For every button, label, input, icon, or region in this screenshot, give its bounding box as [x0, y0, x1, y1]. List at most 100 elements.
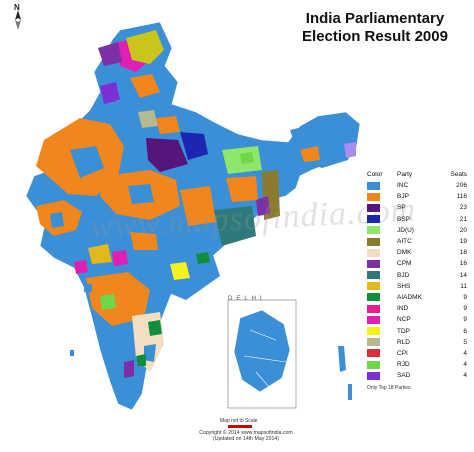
region-tn-inc [144, 344, 156, 362]
legend-seats: 19 [459, 238, 467, 246]
legend-party: IND [397, 305, 409, 313]
legend-seats: 9 [463, 293, 467, 301]
legend-row: RLD 5 [367, 337, 467, 348]
legend-seats: 6 [463, 327, 467, 335]
copyright-line-2: (Updated on 14th May 2014) [212, 436, 280, 442]
legend-swatch [367, 259, 380, 268]
region-himachal [130, 74, 160, 98]
compass-icon [15, 10, 21, 30]
legend-party: AIADMK [397, 293, 422, 301]
region-andhra-tdp [170, 262, 190, 280]
region-jk-purple [98, 42, 122, 66]
legend-note: Only Top 18 Parties. [367, 385, 412, 392]
legend-swatch [367, 304, 380, 313]
legend-party: BJP [397, 193, 409, 201]
region-up-sp [146, 138, 188, 172]
legend-swatch [367, 282, 380, 291]
legend-seats: 16 [459, 260, 467, 268]
legend-row: IND 9 [367, 303, 467, 314]
legend-header-party: Party [397, 170, 413, 178]
legend-header-color: Color [367, 170, 383, 178]
region-wb-cpm [256, 196, 270, 216]
legend-party: SP [397, 204, 406, 212]
legend-party: JD(U) [397, 226, 414, 234]
legend-row: INC 206 [367, 180, 467, 191]
legend-seats: 4 [463, 372, 467, 380]
delhi-inset-label: DELHI [228, 296, 266, 302]
region-ne-aiudf [344, 142, 356, 158]
legend-party: INC [397, 182, 409, 190]
legend-swatch [367, 338, 380, 347]
legend-row: NCP 9 [367, 314, 467, 325]
legend-row: RJD 4 [367, 359, 467, 370]
legend-party: CPI [397, 349, 408, 357]
region-tn-aiadmk2 [136, 354, 146, 366]
legend-row: BSP 21 [367, 214, 467, 225]
region-up-bsp [180, 132, 208, 160]
title-line-2: Election Result 2009 [302, 28, 448, 45]
legend-party: TDP [397, 327, 410, 335]
region-punjab-sad [100, 82, 120, 104]
legend-swatch [367, 181, 380, 190]
region-karnataka-bjp [86, 272, 150, 326]
legend-row: TDP 6 [367, 325, 467, 336]
region-up-rld [138, 110, 158, 128]
legend-swatch [367, 203, 380, 212]
legend-party: DMK [397, 249, 412, 257]
region-haryana [116, 98, 146, 122]
legend-seats: 21 [459, 215, 467, 223]
region-mp-inc [128, 184, 154, 204]
scale-bar [228, 425, 252, 428]
legend-row: AIADMK 9 [367, 292, 467, 303]
legend-seats: 5 [463, 338, 467, 346]
legend-row: BJP 116 [367, 191, 467, 202]
legend-seats: 206 [456, 182, 467, 190]
region-jk-yellow [126, 30, 164, 64]
legend-seats: 11 [460, 282, 467, 290]
legend-party: RJD [397, 361, 410, 369]
region-maha-ncp2 [74, 260, 88, 274]
region-nicobar [348, 384, 352, 400]
legend-rows: INC 206 BJP 116 SP 23 BSP 21 JD(U) 20 AITC 19 DMK 18 C… [367, 180, 467, 381]
region-up-bjp [156, 116, 180, 134]
legend-swatch [367, 237, 380, 246]
region-up-inc [188, 156, 220, 182]
legend-row: CPM 16 [367, 258, 467, 269]
legend-row: JD(U) 20 [367, 225, 467, 236]
legend-swatch [367, 226, 380, 235]
legend-party: AITC [397, 238, 412, 246]
legend-swatch [367, 349, 380, 358]
legend-party: SHS [397, 282, 411, 290]
legend-swatch [367, 315, 380, 324]
legend-seats: 4 [463, 361, 467, 369]
legend-seats: 18 [459, 249, 467, 257]
legend-swatch [367, 215, 380, 224]
region-kerala-cpm [124, 360, 134, 378]
legend-row: CPI 4 [367, 348, 467, 359]
delhi-inset-map [233, 309, 291, 393]
copyright: Copyright © 2014 www.mapsofindia.com (Up… [196, 430, 296, 442]
legend-swatch [367, 360, 380, 369]
region-gujarat-inc [50, 212, 64, 228]
legend-swatch [367, 293, 380, 302]
legend-party: NCP [397, 316, 411, 324]
region-karnataka-jds [100, 294, 116, 310]
title-line-1: India Parliamentary [305, 10, 445, 27]
delhi-inset-line1 [243, 329, 287, 389]
region-goa [84, 284, 92, 292]
region-orissa-bjd [214, 206, 256, 246]
region-andaman [338, 346, 346, 372]
legend-swatch [367, 192, 380, 201]
legend-party: BSP [397, 215, 411, 223]
legend-swatch [367, 248, 380, 257]
legend-row: SHS 11 [367, 281, 467, 292]
region-chhattisgarh-bjp [180, 186, 216, 226]
region-rajasthan-inc [70, 146, 104, 178]
legend-party: RLD [397, 338, 411, 346]
copyright-line-1: Copyright © 2014 www.mapsofindia.com [199, 430, 293, 436]
region-lakshadweep [70, 350, 74, 356]
region-bihar-rjd [240, 152, 254, 164]
legend-header-seats: Seats [450, 170, 467, 178]
legend-seats: 9 [463, 316, 467, 324]
